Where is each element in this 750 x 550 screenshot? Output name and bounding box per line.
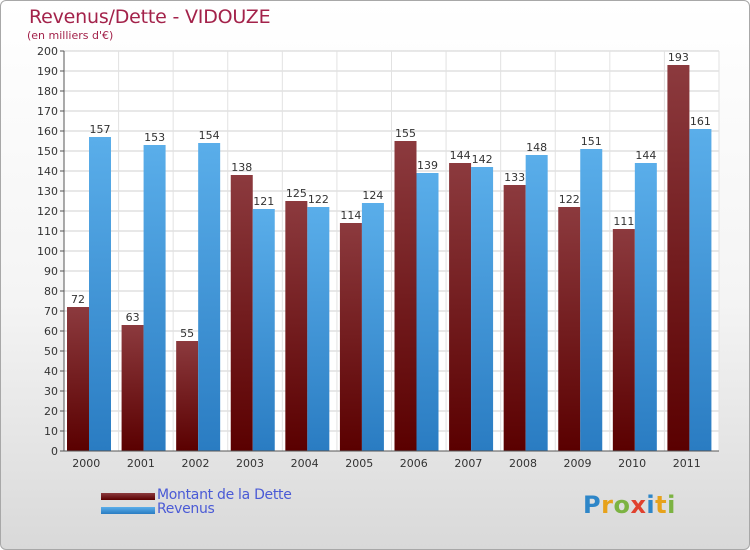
data-label: 114 [340, 209, 361, 222]
revenue-bar [307, 207, 330, 451]
debt-bar [230, 175, 253, 451]
data-label: 63 [126, 311, 140, 324]
debt-bar [121, 325, 144, 451]
revenue-bar [252, 209, 275, 451]
x-tick-label: 2001 [127, 457, 155, 470]
y-tick-label: 100 [37, 245, 58, 258]
y-tick-label: 140 [37, 165, 58, 178]
y-tick-label: 80 [44, 285, 58, 298]
legend-label-revenue: Revenus [157, 501, 215, 517]
revenue-bar [361, 203, 384, 451]
x-tick-label: 2006 [400, 457, 428, 470]
y-tick-label: 200 [37, 45, 58, 58]
data-label: 151 [581, 135, 602, 148]
debt-bar [667, 65, 690, 451]
legend-swatch-debt [101, 493, 155, 500]
y-tick-label: 110 [37, 225, 58, 238]
x-tick-label: 2003 [236, 457, 264, 470]
revenue-bar [580, 149, 603, 451]
debt-bar [176, 341, 199, 451]
debt-bar [503, 185, 526, 451]
x-tick-label: 2002 [181, 457, 209, 470]
data-label: 111 [613, 215, 634, 228]
y-tick-label: 180 [37, 85, 58, 98]
y-tick-label: 0 [51, 445, 58, 458]
debt-bar [339, 223, 362, 451]
x-tick-label: 2009 [564, 457, 592, 470]
debt-bar [394, 141, 417, 451]
data-label: 148 [526, 141, 547, 154]
y-tick-label: 50 [44, 345, 58, 358]
y-tick-label: 30 [44, 385, 58, 398]
data-label: 122 [559, 193, 580, 206]
legend-swatch-revenue [101, 507, 155, 514]
data-label: 138 [231, 161, 252, 174]
data-label: 133 [504, 171, 525, 184]
revenue-bar [416, 173, 439, 451]
logo-letter: o [613, 491, 631, 519]
chart-title: Revenus/Dette - VIDOUZE [29, 6, 271, 28]
x-tick-label: 2004 [291, 457, 319, 470]
y-tick-label: 170 [37, 105, 58, 118]
data-label: 153 [144, 131, 165, 144]
data-label: 121 [253, 195, 274, 208]
x-tick-label: 2005 [345, 457, 373, 470]
debt-bar [67, 307, 89, 451]
debt-bar [558, 207, 581, 451]
revenue-bar [143, 145, 166, 451]
data-label: 122 [308, 193, 329, 206]
proxiti-logo: Proxiti [583, 491, 676, 519]
data-label: 144 [450, 149, 471, 162]
logo-letter: i [646, 491, 656, 519]
y-tick-label: 90 [44, 265, 58, 278]
data-label: 72 [71, 293, 85, 306]
data-label: 144 [635, 149, 656, 162]
x-tick-label: 2010 [618, 457, 646, 470]
y-tick-label: 60 [44, 325, 58, 338]
y-tick-label: 150 [37, 145, 58, 158]
y-tick-label: 130 [37, 185, 58, 198]
x-tick-label: 2007 [454, 457, 482, 470]
data-label: 125 [286, 187, 307, 200]
revenue-bar [89, 137, 111, 451]
data-label: 124 [362, 189, 383, 202]
logo-letter: x [630, 491, 647, 519]
debt-bar [449, 163, 472, 451]
x-tick-label: 2008 [509, 457, 537, 470]
logo-letter: P [583, 491, 602, 519]
data-label: 142 [472, 153, 493, 166]
y-tick-label: 120 [37, 205, 58, 218]
logo-letter: t [655, 491, 668, 519]
y-tick-label: 160 [37, 125, 58, 138]
data-label: 154 [199, 129, 220, 142]
data-label: 161 [690, 115, 711, 128]
x-tick-label: 2000 [72, 457, 100, 470]
y-tick-label: 70 [44, 305, 58, 318]
revenue-bar [471, 167, 494, 451]
y-tick-label: 40 [44, 365, 58, 378]
x-tick-label: 2011 [673, 457, 701, 470]
y-tick-label: 190 [37, 65, 58, 78]
logo-letter: r [601, 491, 614, 519]
debt-bar [612, 229, 635, 451]
y-tick-label: 10 [44, 425, 58, 438]
logo-letter: i [667, 491, 676, 519]
data-label: 55 [180, 327, 194, 340]
debt-bar [285, 201, 308, 451]
data-label: 157 [90, 123, 111, 136]
data-label: 139 [417, 159, 438, 172]
revenue-bar [525, 155, 548, 451]
chart-subtitle: (en milliers d'€) [27, 29, 114, 42]
revenue-bar [634, 163, 657, 451]
data-label: 193 [668, 51, 689, 64]
y-tick-label: 20 [44, 405, 58, 418]
revenue-bar [198, 143, 221, 451]
data-label: 155 [395, 127, 416, 140]
legend-label-debt: Montant de la Dette [157, 487, 292, 503]
revenue-bar [689, 129, 712, 451]
